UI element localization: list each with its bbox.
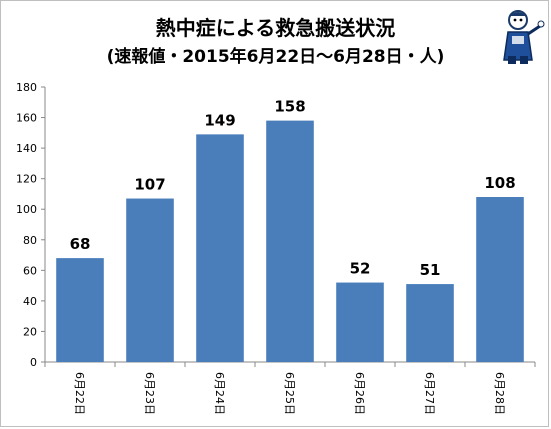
y-tick-label: 140: [16, 142, 37, 155]
data-label: 52: [350, 260, 371, 278]
y-tick-label: 160: [16, 112, 37, 125]
y-tick-label: 100: [16, 203, 37, 216]
data-label: 107: [134, 176, 165, 194]
y-tick-label: 180: [16, 81, 37, 94]
bar: [56, 258, 104, 362]
y-tick-label: 80: [23, 234, 37, 247]
y-tick-label: 0: [30, 356, 37, 369]
illustrated-character-icon: [503, 10, 545, 64]
bar: [336, 282, 384, 362]
chart-title: 熱中症による救急搬送状況: [155, 16, 396, 40]
data-label: 108: [484, 174, 515, 192]
bar: [126, 198, 174, 362]
data-label: 68: [70, 235, 91, 253]
x-tick-label: 6月23日: [143, 372, 156, 415]
x-tick-label: 6月27日: [423, 372, 436, 415]
x-tick-label: 6月22日: [73, 372, 86, 415]
data-label: 149: [204, 111, 235, 129]
bar: [196, 134, 244, 362]
data-label: 51: [420, 261, 441, 279]
x-tick-label: 6月25日: [283, 372, 296, 415]
y-tick-label: 40: [23, 295, 37, 308]
bar: [476, 197, 524, 362]
chart-subtitle: (速報値・2015年6月22日〜6月28日・人): [106, 47, 445, 67]
y-tick-label: 60: [23, 264, 37, 277]
bar: [266, 120, 314, 362]
y-tick-label: 120: [16, 173, 37, 186]
x-tick-label: 6月26日: [353, 372, 366, 415]
y-tick-label: 20: [23, 325, 37, 338]
x-tick-label: 6月28日: [493, 372, 506, 415]
bar: [406, 284, 454, 362]
data-label: 158: [274, 98, 305, 116]
x-tick-label: 6月24日: [213, 372, 226, 415]
